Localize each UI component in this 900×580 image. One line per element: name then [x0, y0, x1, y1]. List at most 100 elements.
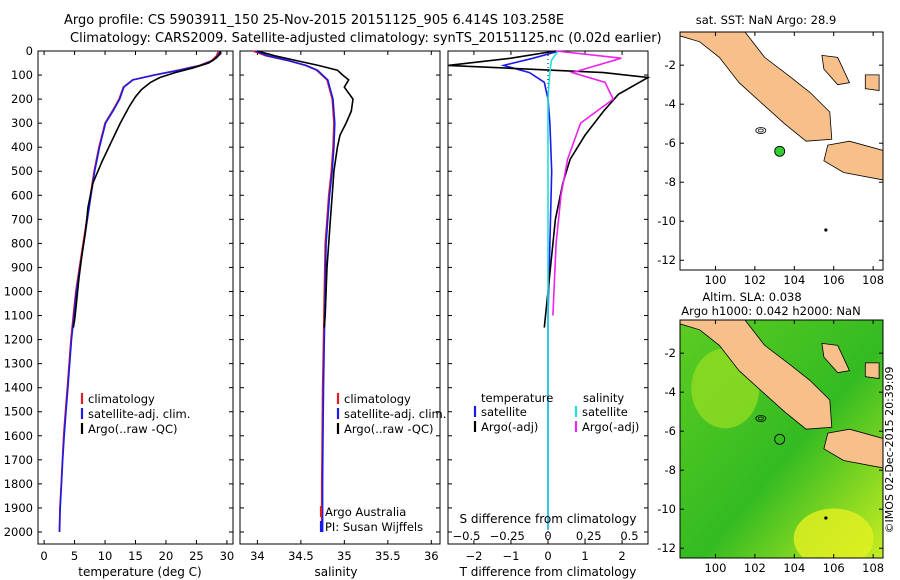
legend-label-argo: Argo(..raw -QC) — [344, 422, 434, 436]
depth-tick-label: 1800 — [4, 477, 33, 491]
lat-tick-label: -6 — [665, 424, 676, 438]
s-tick-label: −0.25 — [490, 529, 525, 543]
temperature-axis-label: temperature (deg C) — [78, 565, 201, 579]
legend-label-s-argo: Argo(-adj) — [582, 420, 639, 434]
depth-tick-label: 0 — [26, 44, 33, 58]
difference-legend: temperature salinity satellite Argo(-adj… — [481, 391, 639, 434]
annotation-argo-australia: Argo Australia — [325, 505, 406, 519]
belitung-island — [864, 74, 880, 91]
x-tick-label: 34.5 — [288, 549, 314, 563]
depth-tick-label: 1900 — [4, 501, 33, 515]
depth-tick-label: 1600 — [4, 429, 33, 443]
bangka-island — [821, 54, 851, 86]
s-tick-label: 0.5 — [620, 529, 638, 543]
lat-tick-label: -2 — [665, 58, 676, 72]
lat-tick-label: -4 — [665, 385, 676, 399]
plot-frame — [37, 50, 234, 545]
x-tick-label: −2 — [465, 549, 482, 563]
lat-tick-label: -8 — [665, 463, 676, 477]
plot-frame — [239, 50, 441, 545]
x-tick-label: −1 — [502, 549, 519, 563]
sumatra-landmass — [680, 32, 833, 142]
temperature-panel: 0100200300400500600700800900100011001200… — [4, 44, 235, 563]
s-tick-label: −0.5 — [453, 529, 481, 543]
legend-label-argo: Argo(..raw -QC) — [88, 422, 178, 436]
x-tick-label: 0 — [40, 549, 47, 563]
lat-tick-label: -12 — [657, 541, 676, 555]
depth-tick-label: 1100 — [4, 309, 33, 323]
java-landmass — [823, 140, 883, 181]
legend-header-salinity: salinity — [583, 391, 624, 405]
depth-tick-label: 1200 — [4, 333, 33, 347]
salinity-legend: climatology satellite-adj. clim. Argo(..… — [344, 392, 446, 436]
legend-label-satellite-adj: satellite-adj. clim. — [344, 407, 446, 421]
x-tick-label: 0 — [544, 549, 551, 563]
x-tick-label: 2 — [618, 549, 625, 563]
sla-map-title-line2: Argo h1000: 0.042 h2000: NaN — [681, 304, 860, 318]
lon-tick-label: 106 — [823, 273, 845, 287]
salinity-axis-label: salinity — [314, 565, 357, 579]
lat-tick-label: -2 — [665, 346, 676, 360]
bangka-island — [821, 342, 851, 374]
sst-map: 100 102 104 106 108 -2 -4 -6 -8 -10 -12 — [657, 31, 884, 287]
depth-tick-label: 400 — [11, 140, 33, 154]
x-tick-label: 35 — [337, 549, 352, 563]
christmas-island — [824, 516, 828, 520]
lon-tick-label: 104 — [783, 561, 805, 575]
legend-label-climatology: climatology — [88, 392, 155, 406]
sst-map-title: sat. SST: NaN Argo: 28.9 — [696, 13, 837, 27]
x-tick-label: 25 — [189, 549, 204, 563]
sla-high-patch — [793, 508, 874, 558]
series-line-salinity-satellite — [547, 50, 559, 530]
enggano-island — [757, 416, 764, 421]
lon-tick-label: 108 — [862, 561, 884, 575]
legend-label-s-satellite: satellite — [582, 405, 628, 419]
s-difference-axis-label: S difference from climatology — [460, 512, 637, 526]
lon-tick-label: 102 — [744, 273, 766, 287]
depth-tick-label: 1000 — [4, 284, 33, 298]
depth-tick-label: 900 — [11, 260, 33, 274]
belitung-island — [864, 362, 880, 379]
legend-header-temperature: temperature — [481, 391, 553, 405]
java-landmass — [823, 428, 883, 469]
x-tick-label: 10 — [98, 549, 113, 563]
depth-tick-label: 100 — [11, 68, 33, 82]
lon-tick-label: 102 — [744, 561, 766, 575]
depth-tick-label: 200 — [11, 92, 33, 106]
lat-tick-label: -10 — [657, 214, 676, 228]
map-frame — [679, 319, 884, 559]
header-line1: Argo profile: CS 5903911_150 25-Nov-2015… — [64, 13, 564, 28]
depth-tick-label: 500 — [11, 164, 33, 178]
series-line-satellite-adj-clim- — [58, 50, 221, 533]
temperature-legend: climatology satellite-adj. clim. Argo(..… — [88, 392, 190, 436]
t-difference-axis-label: T difference from climatology — [459, 565, 637, 579]
depth-tick-label: 1500 — [4, 405, 33, 419]
map-frame — [679, 31, 884, 271]
series-line-argo-raw-qc- — [257, 50, 354, 328]
legend-label-t-argo: Argo(-adj) — [481, 420, 538, 434]
depth-tick-label: 1700 — [4, 453, 33, 467]
depth-tick-label: 700 — [11, 212, 33, 226]
lat-tick-label: -8 — [665, 175, 676, 189]
x-tick-label: 36 — [424, 549, 439, 563]
series-line-satellite-adj-clim- — [255, 50, 336, 532]
x-tick-label: 35.5 — [375, 549, 401, 563]
lat-tick-label: -4 — [665, 97, 676, 111]
enggano-island — [757, 128, 764, 133]
depth-tick-label: 300 — [11, 116, 33, 130]
lon-tick-label: 106 — [823, 561, 845, 575]
sla-map-title-line1: Altim. SLA: 0.038 — [702, 290, 801, 304]
x-tick-label: 34 — [250, 549, 265, 563]
legend-label-satellite-adj: satellite-adj. clim. — [88, 407, 190, 421]
lat-tick-label: -6 — [665, 136, 676, 150]
depth-tick-label: 800 — [11, 236, 33, 250]
sumatra-landmass — [680, 320, 833, 430]
x-tick-label: 15 — [128, 549, 143, 563]
lon-tick-label: 100 — [704, 273, 726, 287]
depth-tick-label: 600 — [11, 188, 33, 202]
enggano-island — [755, 415, 767, 422]
float-position-marker — [774, 145, 786, 157]
lon-tick-label: 104 — [783, 273, 805, 287]
